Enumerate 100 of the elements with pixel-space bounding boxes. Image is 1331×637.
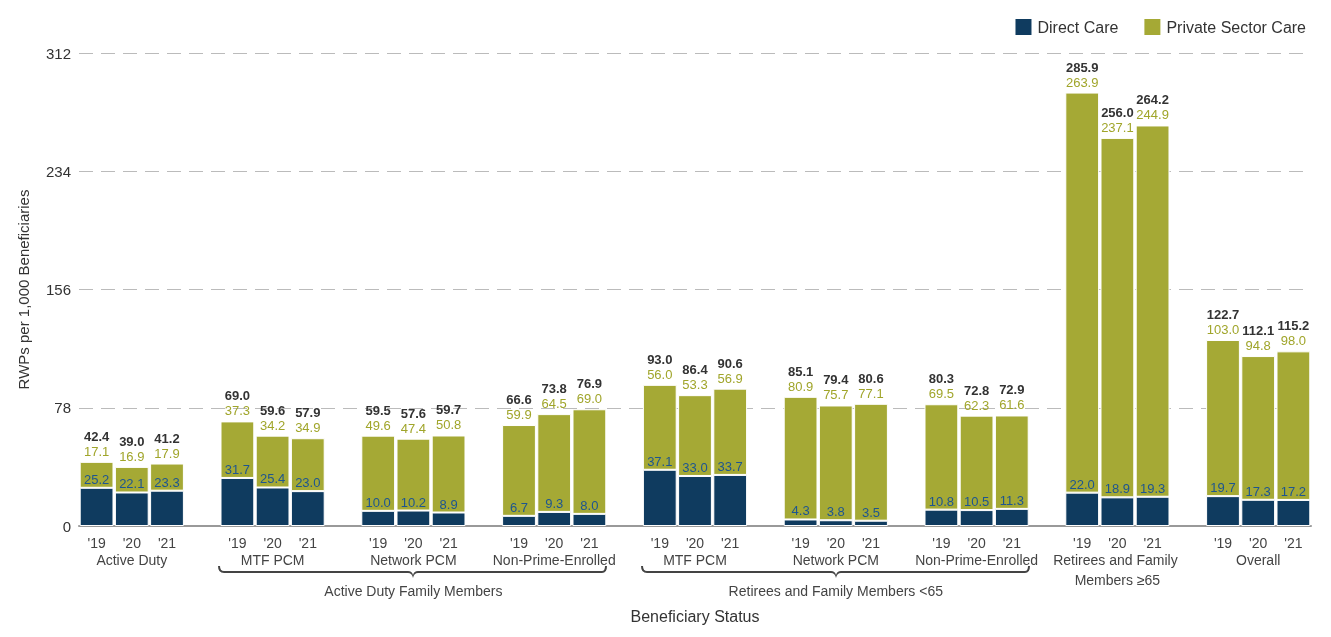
total-label: 76.9 bbox=[576, 376, 603, 392]
data-label: 64.5 bbox=[541, 396, 567, 412]
data-label: 37.3 bbox=[224, 403, 251, 419]
x-tick-label: '20 bbox=[545, 535, 564, 551]
data-label: 3.8 bbox=[826, 504, 845, 520]
y-tick-label: 312 bbox=[45, 44, 71, 62]
data-label: 6.7 bbox=[509, 499, 529, 515]
data-label: 98.0 bbox=[1280, 333, 1307, 349]
data-label: 10.2 bbox=[400, 494, 427, 510]
total-label: 86.4 bbox=[682, 362, 709, 378]
x-tick-label: '21 bbox=[861, 535, 881, 551]
text: Retirees and Family Members <65 bbox=[728, 583, 944, 599]
y-tick-label: 156 bbox=[45, 281, 71, 298]
data-label: 8.0 bbox=[580, 497, 599, 513]
total-label: 59.6 bbox=[259, 402, 286, 418]
text: Active Duty Family Members bbox=[324, 583, 503, 599]
data-label: 17.2 bbox=[1280, 483, 1307, 499]
data-label: 25.4 bbox=[259, 471, 286, 487]
total-label: 112.1 bbox=[1242, 323, 1275, 339]
data-label: 19.3 bbox=[1139, 480, 1166, 496]
x-tick-label: '19 bbox=[509, 535, 529, 551]
data-label: 49.6 bbox=[365, 417, 391, 433]
x-tick-label: '21 bbox=[298, 535, 318, 551]
total-label: 69.0 bbox=[224, 388, 251, 404]
total-label: 59.7 bbox=[435, 402, 462, 418]
total-label: 57.6 bbox=[400, 405, 427, 421]
data-label: 62.3 bbox=[963, 397, 990, 413]
y-tick-label: 78 bbox=[54, 399, 71, 417]
total-label: 264.2 bbox=[1136, 92, 1169, 108]
x-tick-label: '20 bbox=[826, 535, 846, 551]
x-tick-label: '19 bbox=[1073, 535, 1092, 551]
text: Non-Prime-Enrolled bbox=[915, 552, 1039, 568]
data-label: 31.7 bbox=[224, 461, 251, 477]
total-label: 41.2 bbox=[154, 430, 180, 446]
data-label: 50.8 bbox=[435, 417, 462, 433]
data-label: 244.9 bbox=[1136, 107, 1169, 123]
data-label: 34.2 bbox=[259, 417, 286, 433]
x-tick-label: '21 bbox=[1002, 535, 1022, 551]
x-tick-label: '19 bbox=[228, 535, 247, 551]
x-tick-label: '20 bbox=[685, 535, 705, 551]
x-tick-label: '21 bbox=[439, 535, 458, 551]
total-label: 256.0 bbox=[1101, 104, 1134, 120]
total-label: 66.6 bbox=[506, 392, 532, 408]
data-label: 69.5 bbox=[928, 386, 955, 402]
data-label: 10.8 bbox=[928, 493, 955, 509]
x-tick-label: '21 bbox=[1143, 535, 1162, 551]
data-label: 33.7 bbox=[717, 458, 743, 474]
total-label: 42.4 bbox=[83, 428, 111, 444]
data-label: 263.9 bbox=[1065, 74, 1099, 90]
text: Active Duty bbox=[96, 552, 168, 568]
data-label: 23.3 bbox=[154, 474, 180, 490]
x-tick-label: '21 bbox=[157, 535, 177, 551]
data-label: 75.7 bbox=[823, 387, 849, 403]
data-label: 56.9 bbox=[717, 370, 743, 386]
data-label: 103.0 bbox=[1206, 321, 1240, 337]
x-tick-label: '19 bbox=[650, 535, 670, 551]
x-tick-label: '20 bbox=[122, 535, 142, 551]
data-label: 16.9 bbox=[119, 448, 145, 464]
x-tick-label: '19 bbox=[1213, 535, 1233, 551]
total-label: 59.5 bbox=[365, 402, 391, 418]
total-label: 80.6 bbox=[858, 370, 884, 386]
x-tick-label: '19 bbox=[87, 535, 106, 551]
y-tick-label: 0 bbox=[62, 517, 71, 535]
data-label: 22.1 bbox=[119, 476, 145, 492]
x-tick-label: '20 bbox=[1249, 535, 1268, 551]
x-tick-label: '20 bbox=[1108, 535, 1127, 551]
x-tick-label: '21 bbox=[721, 535, 740, 551]
x-tick-label: '19 bbox=[932, 535, 951, 551]
data-label: 69.0 bbox=[576, 391, 603, 407]
total-label: 80.3 bbox=[928, 371, 955, 387]
total-label: 93.0 bbox=[647, 351, 673, 367]
y-tick-label: 234 bbox=[45, 162, 71, 180]
text: Retirees and Family Members ≥65 bbox=[1053, 552, 1182, 588]
data-label: 3.5 bbox=[861, 504, 881, 520]
data-label: 19.7 bbox=[1210, 480, 1236, 496]
text: Overall bbox=[1236, 552, 1281, 568]
data-label: 77.1 bbox=[858, 385, 884, 401]
x-tick-label: '20 bbox=[263, 535, 282, 551]
data-label: 17.9 bbox=[154, 445, 180, 461]
total-label: 115.2 bbox=[1277, 318, 1310, 334]
x-tick-label: '19 bbox=[369, 535, 388, 551]
total-label: 122.7 bbox=[1206, 306, 1240, 322]
data-label: 56.0 bbox=[647, 366, 673, 382]
data-label: 8.9 bbox=[439, 496, 458, 512]
legend-label: Private Sector Care bbox=[1166, 18, 1307, 36]
data-label: 34.9 bbox=[295, 420, 321, 436]
data-label: 59.9 bbox=[506, 407, 532, 423]
data-label: 4.3 bbox=[791, 503, 810, 519]
data-label: 17.3 bbox=[1245, 483, 1271, 499]
total-label: 79.4 bbox=[823, 372, 850, 388]
text: MTF PCM bbox=[240, 552, 305, 568]
data-label: 22.0 bbox=[1069, 476, 1095, 492]
data-label: 10.5 bbox=[963, 494, 990, 510]
data-label: 10.0 bbox=[365, 494, 391, 510]
data-label: 25.2 bbox=[83, 471, 110, 487]
total-label: 39.0 bbox=[119, 433, 145, 449]
data-label: 23.0 bbox=[295, 475, 321, 491]
data-label: 33.0 bbox=[682, 459, 708, 475]
text: Network PCM bbox=[370, 552, 457, 568]
total-label: 90.6 bbox=[717, 355, 743, 371]
